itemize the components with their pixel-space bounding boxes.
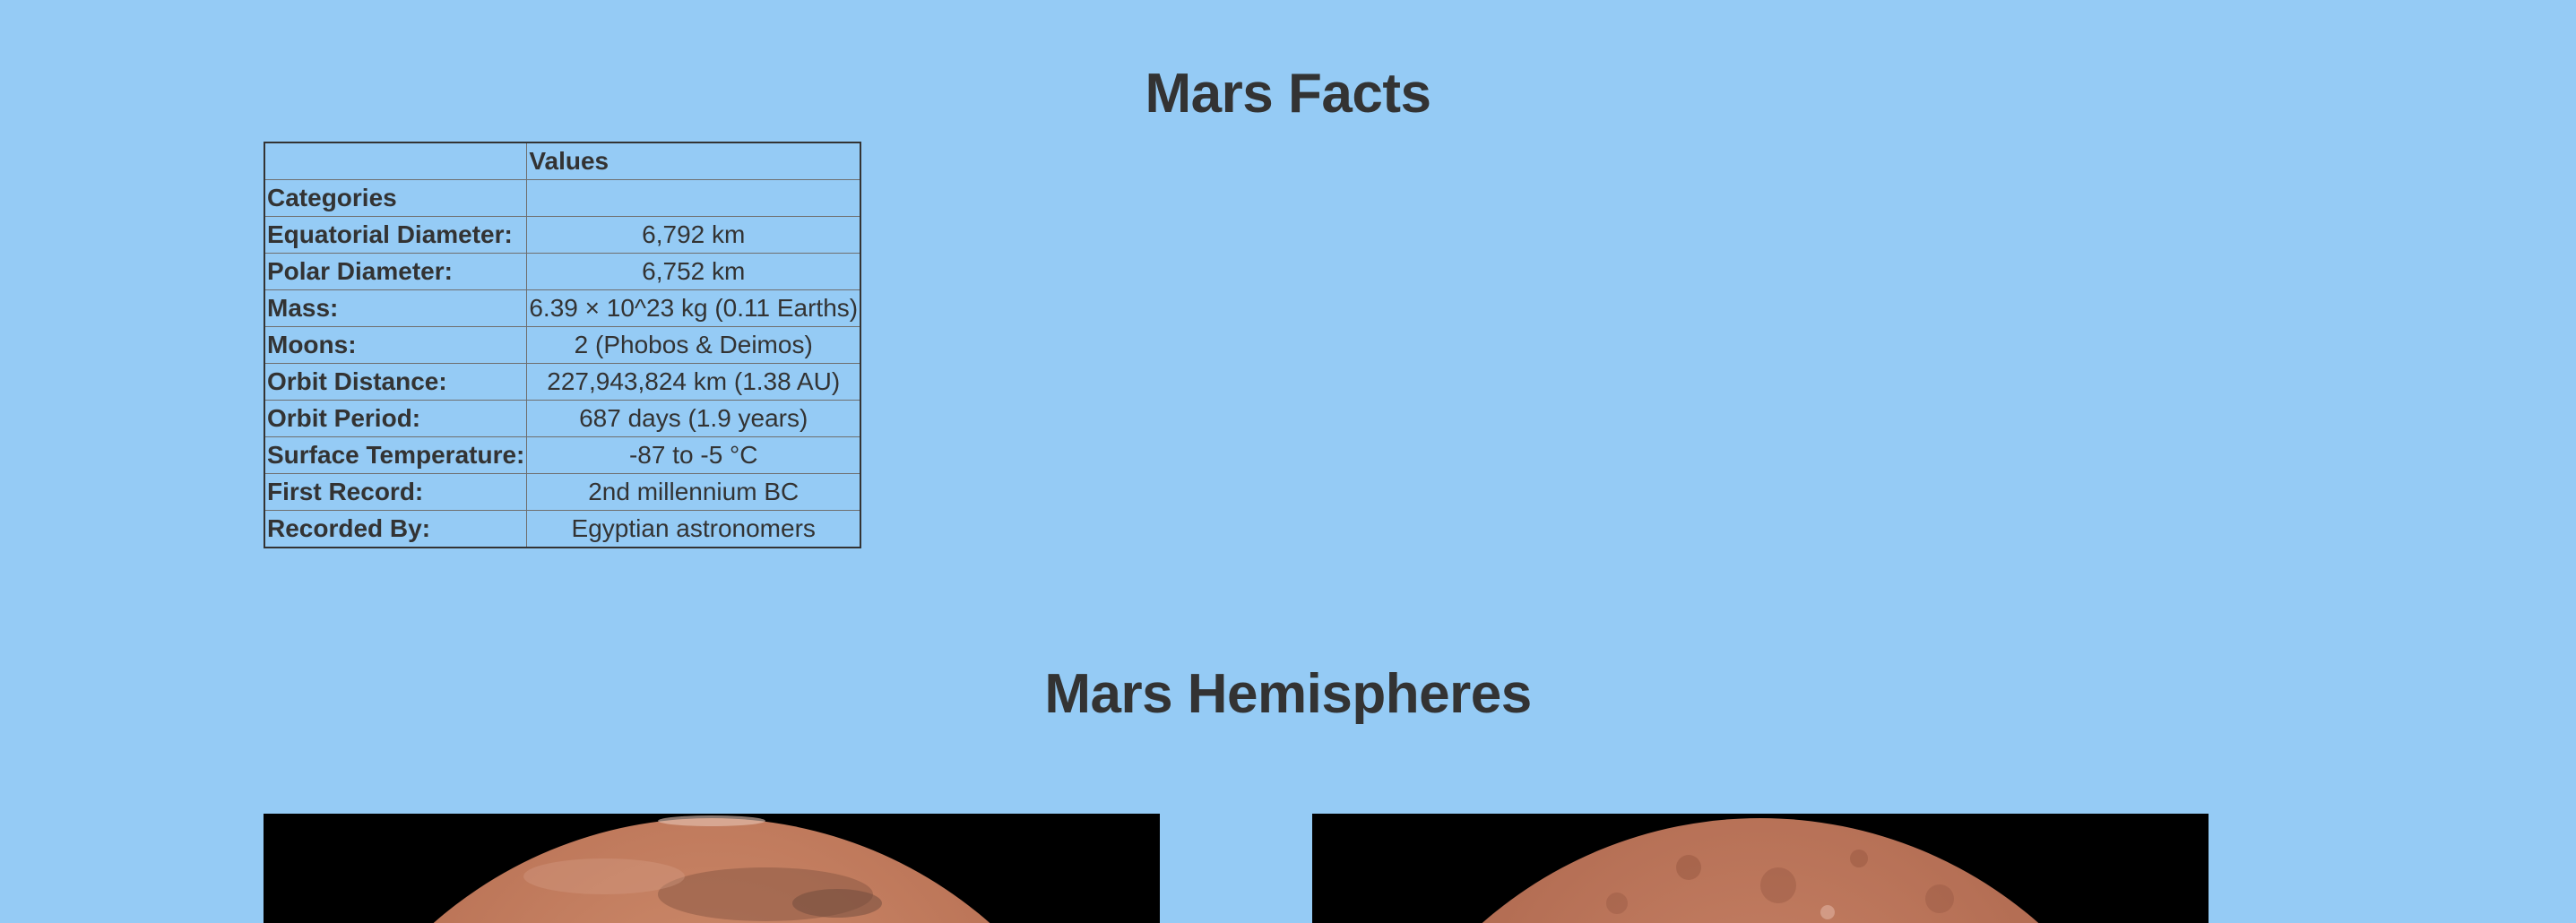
row-value: 6,752 km bbox=[526, 253, 861, 290]
header-empty-cell bbox=[264, 142, 528, 180]
mars-facts-table: Values Categories Equatorial Diameter: 6… bbox=[264, 142, 862, 548]
row-value: 687 days (1.9 years) bbox=[526, 400, 861, 437]
row-label: Orbit Period: bbox=[264, 400, 528, 437]
hemisphere-image-2[interactable] bbox=[1312, 814, 2209, 923]
table-row: Moons: 2 (Phobos & Deimos) bbox=[264, 326, 861, 364]
header-categories: Categories bbox=[264, 179, 528, 217]
row-value: 227,943,824 km (1.38 AU) bbox=[526, 363, 861, 401]
row-value: 6,792 km bbox=[526, 216, 861, 254]
table-row: Mass: 6.39 × 10^23 kg (0.11 Earths) bbox=[264, 289, 861, 327]
table-row: Equatorial Diameter: 6,792 km bbox=[264, 216, 861, 254]
row-label: Polar Diameter: bbox=[264, 253, 528, 290]
row-label: First Record: bbox=[264, 473, 528, 511]
table-header-row: Categories bbox=[264, 179, 861, 217]
table-row: Orbit Distance: 227,943,824 km (1.38 AU) bbox=[264, 363, 861, 401]
row-value: -87 to -5 °C bbox=[526, 436, 861, 474]
table-row: First Record: 2nd millennium BC bbox=[264, 473, 861, 511]
table-row: Recorded By: Egyptian astronomers bbox=[264, 510, 861, 548]
table-row: Polar Diameter: 6,752 km bbox=[264, 253, 861, 290]
mars-facts-title: Mars Facts bbox=[1145, 63, 1431, 125]
mars-planet-image bbox=[1482, 818, 2039, 923]
row-label: Moons: bbox=[264, 326, 528, 364]
row-label: Recorded By: bbox=[264, 510, 528, 548]
table-row: Orbit Period: 687 days (1.9 years) bbox=[264, 400, 861, 437]
header-empty-cell bbox=[526, 179, 861, 217]
row-label: Equatorial Diameter: bbox=[264, 216, 528, 254]
header-values: Values bbox=[526, 142, 861, 180]
row-label: Orbit Distance: bbox=[264, 363, 528, 401]
row-value: 6.39 × 10^23 kg (0.11 Earths) bbox=[526, 289, 861, 327]
row-label: Mass: bbox=[264, 289, 528, 327]
row-value: Egyptian astronomers bbox=[526, 510, 861, 548]
row-value: 2 (Phobos & Deimos) bbox=[526, 326, 861, 364]
hemisphere-image-1[interactable] bbox=[264, 814, 1160, 923]
table-header-row: Values bbox=[264, 142, 861, 180]
mars-planet-image bbox=[433, 815, 990, 923]
row-value: 2nd millennium BC bbox=[526, 473, 861, 511]
row-label: Surface Temperature: bbox=[264, 436, 528, 474]
mars-hemispheres-title: Mars Hemispheres bbox=[1044, 663, 1532, 725]
table-row: Surface Temperature: -87 to -5 °C bbox=[264, 436, 861, 474]
